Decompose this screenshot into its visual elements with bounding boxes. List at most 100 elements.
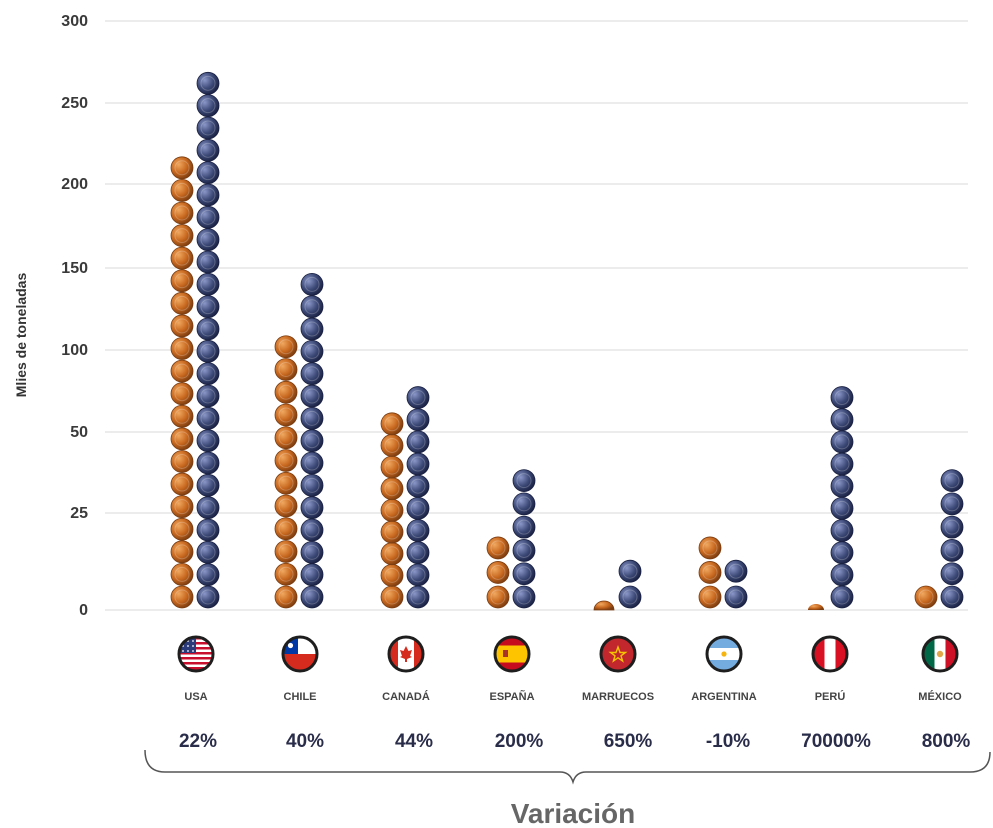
coin-ring <box>384 524 400 540</box>
coin-ring <box>174 341 190 357</box>
coin-ring <box>174 205 190 221</box>
coin <box>300 384 324 408</box>
coin-ring <box>278 521 294 537</box>
coin-ring <box>174 363 190 379</box>
coin <box>940 515 964 539</box>
coin-ring <box>174 250 190 266</box>
coin-ring <box>174 476 190 492</box>
variation-value: 22% <box>179 731 217 752</box>
coin <box>406 519 430 542</box>
chile-flag <box>281 635 319 673</box>
coin <box>196 473 220 497</box>
coin <box>170 382 194 406</box>
coin-stub <box>593 600 615 611</box>
coin <box>380 434 404 457</box>
coin <box>196 94 220 118</box>
coin <box>300 362 324 386</box>
coin <box>274 403 298 427</box>
bar-series-b <box>196 71 220 609</box>
coin-ring <box>516 589 532 605</box>
coin <box>170 404 194 428</box>
coin <box>724 585 748 609</box>
coin-ring <box>384 567 400 583</box>
bar-series-b <box>618 559 642 609</box>
coin <box>170 178 194 202</box>
coin <box>274 494 298 518</box>
coin <box>406 585 430 609</box>
coin <box>196 71 220 95</box>
coin <box>300 317 324 341</box>
coin-ring <box>304 477 320 493</box>
coin <box>300 295 324 319</box>
bar-series-a <box>486 536 510 609</box>
coin-ring <box>174 160 190 176</box>
coin <box>196 228 220 252</box>
coin <box>196 518 220 542</box>
y-tick-label: 200 <box>61 176 88 193</box>
coin <box>170 201 194 225</box>
spain-flag <box>493 635 531 673</box>
x-tick-label: MÉXICO <box>918 690 962 703</box>
coin <box>380 412 404 436</box>
coin-ring <box>304 522 320 538</box>
canada-flag <box>387 635 425 673</box>
coin <box>196 138 220 162</box>
coin <box>300 585 324 609</box>
coin-ring <box>174 408 190 424</box>
coin <box>830 496 854 520</box>
coin <box>300 272 324 296</box>
coin <box>512 562 536 586</box>
coin-ring <box>384 437 400 453</box>
coin-ring <box>834 412 850 428</box>
coin <box>196 250 220 274</box>
coin <box>196 384 220 408</box>
variation-labels: 22% 40% 44% 200% 650% -10% 70000% 800% <box>179 731 970 752</box>
coin <box>940 469 964 493</box>
coin <box>170 291 194 315</box>
coin-ring <box>410 500 426 516</box>
coin-ring <box>200 98 216 114</box>
variation-value: 200% <box>495 731 544 752</box>
x-tick-label: ESPAÑA <box>489 690 534 703</box>
bar-series-a <box>808 604 824 610</box>
coin-ring <box>174 295 190 311</box>
coin <box>274 380 298 404</box>
coin-ring <box>516 496 532 512</box>
coin-ring <box>278 498 294 514</box>
coin-ring <box>410 390 426 406</box>
coin <box>170 517 194 541</box>
coin <box>196 116 220 140</box>
coin <box>380 563 404 587</box>
coin-ring <box>622 589 638 605</box>
coin-ring <box>304 366 320 382</box>
coin <box>196 205 220 229</box>
bar-series-b <box>830 386 854 609</box>
coin <box>274 426 298 450</box>
mexico-flag <box>921 635 959 673</box>
coin-ring <box>304 500 320 516</box>
coin-ring <box>200 567 216 583</box>
coin-ring <box>304 388 320 404</box>
coin-ring <box>944 496 960 512</box>
coin <box>698 561 722 584</box>
coin-ring <box>304 455 320 471</box>
coin-ring <box>304 567 320 583</box>
coin-ring <box>200 165 216 181</box>
coin <box>698 585 722 609</box>
coin <box>940 585 964 609</box>
bar-series-a <box>914 585 938 609</box>
coin <box>196 451 220 475</box>
coin-ring <box>384 481 400 497</box>
coin-ring <box>834 589 850 605</box>
coin-ring <box>410 589 426 605</box>
coin-ring <box>304 343 320 359</box>
coin <box>196 406 220 430</box>
x-tick-label: CHILE <box>284 691 317 703</box>
coin <box>830 519 854 542</box>
coin-ring <box>702 564 718 580</box>
variation-value: 70000% <box>801 731 871 752</box>
morocco-flag <box>599 635 637 673</box>
coin <box>170 246 194 270</box>
coin <box>914 585 938 609</box>
